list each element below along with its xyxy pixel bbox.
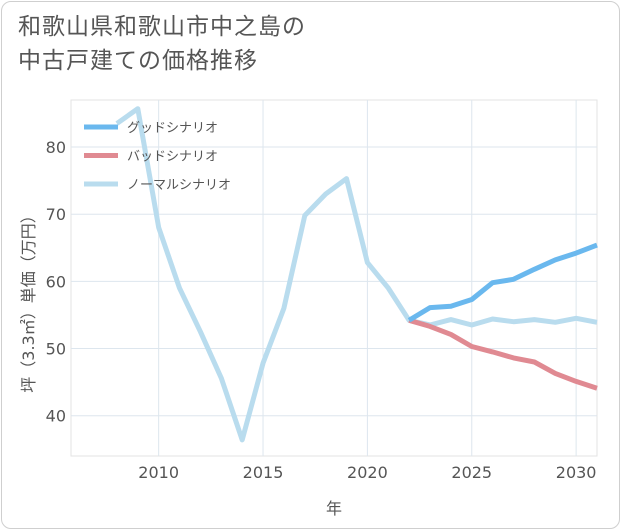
y-axis-title: 坪（3.3㎡）単価（万円） bbox=[19, 207, 38, 392]
x-tick-label: 2025 bbox=[451, 463, 492, 482]
series-line-bad bbox=[408, 317, 598, 391]
title-line-2: 中古戸建ての価格推移 bbox=[18, 48, 258, 74]
y-tick-label: 60 bbox=[46, 272, 66, 291]
chart-title: 和歌山県和歌山市中之島の 中古戸建ての価格推移 bbox=[18, 10, 306, 78]
y-tick-label: 40 bbox=[46, 407, 66, 426]
y-tick-label: 70 bbox=[46, 205, 66, 224]
legend-label: バッドシナリオ bbox=[127, 150, 218, 165]
tick-labels: 2010 2015 2020 2025 2030 40 50 60 70 80 bbox=[46, 138, 597, 482]
series-lines bbox=[115, 106, 598, 443]
x-axis-title: 年 bbox=[326, 499, 342, 518]
x-tick-label: 2030 bbox=[556, 463, 597, 482]
x-tick-label: 2020 bbox=[347, 463, 388, 482]
series-line-normal bbox=[115, 106, 598, 443]
series-line-good bbox=[407, 242, 598, 323]
y-tick-label: 50 bbox=[46, 340, 66, 359]
y-tick-label: 80 bbox=[46, 138, 66, 157]
legend-label: グッドシナリオ bbox=[127, 121, 218, 136]
x-tick-label: 2015 bbox=[243, 463, 284, 482]
x-tick-label: 2010 bbox=[138, 463, 179, 482]
title-line-1: 和歌山県和歌山市中之島の bbox=[18, 14, 306, 40]
legend-label: ノーマルシナリオ bbox=[127, 178, 231, 193]
